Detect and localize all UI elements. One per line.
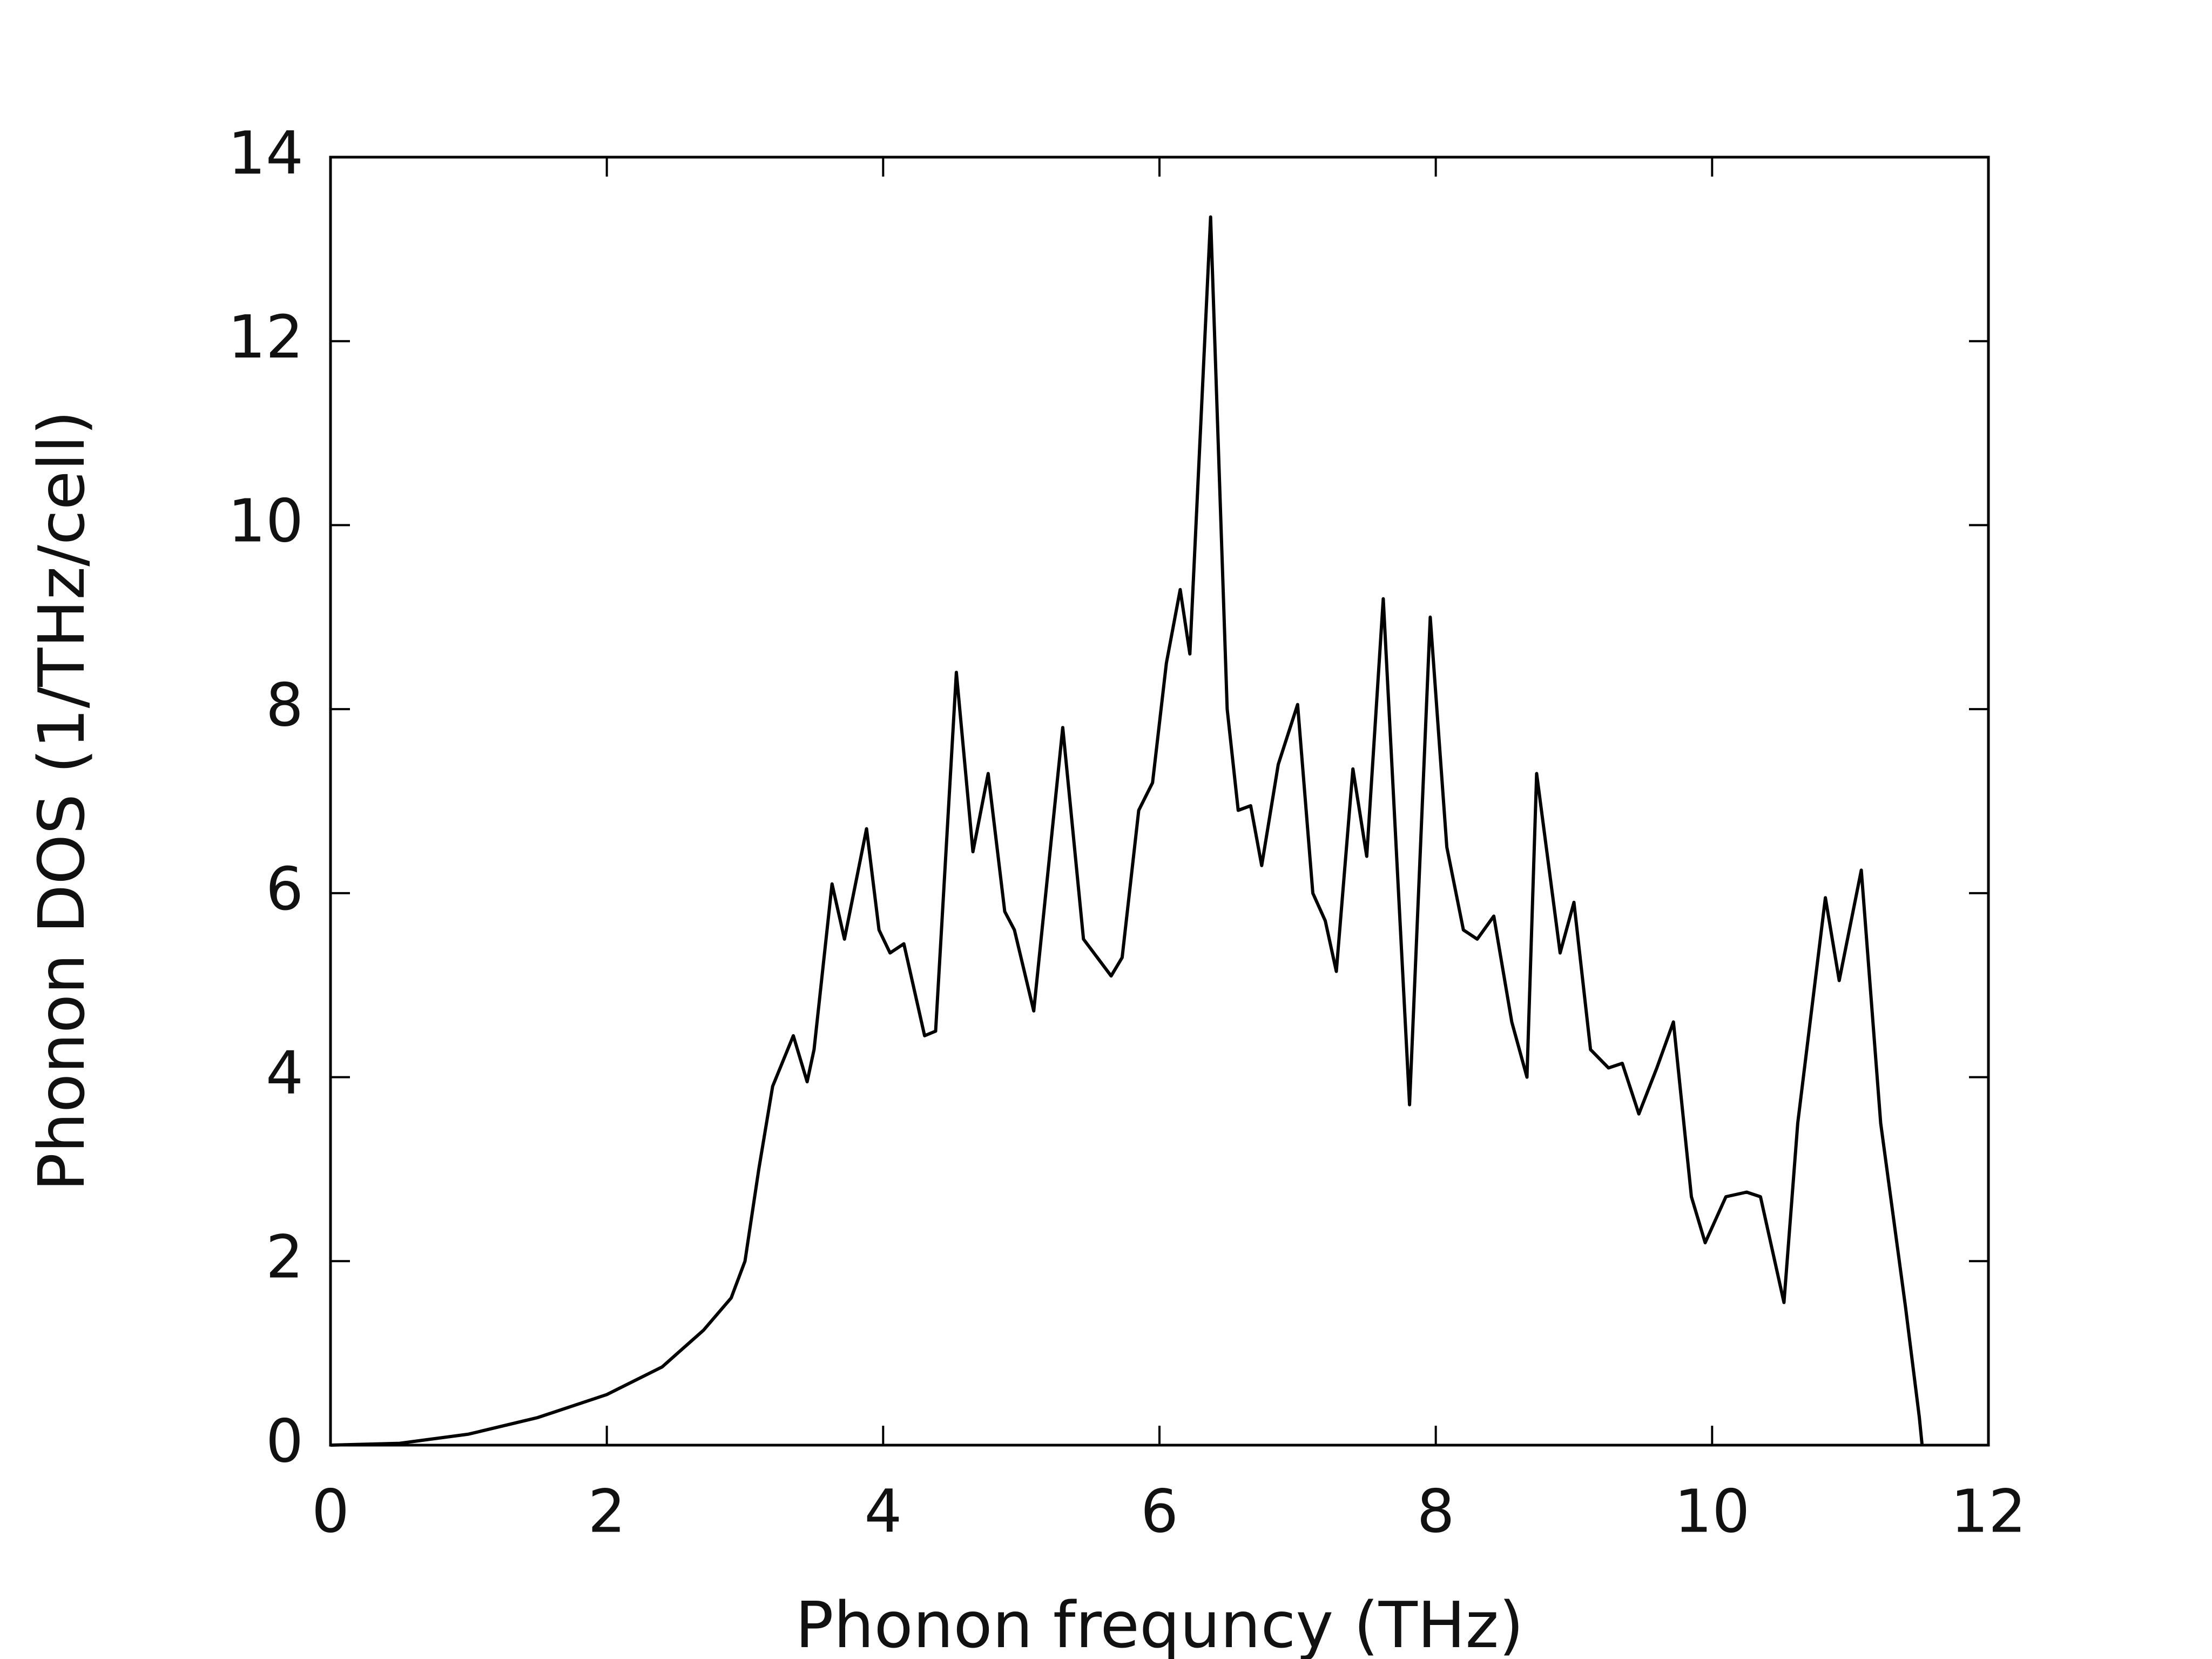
y-tick-label: 14 (228, 118, 304, 187)
x-tick-label: 4 (864, 1476, 902, 1546)
y-tick-label: 12 (228, 302, 304, 372)
y-axis-label: Phonon DOS (1/THz/cell) (24, 410, 99, 1191)
x-tick-label: 10 (1674, 1476, 1750, 1546)
x-axis-label: Phonon frequncy (THz) (795, 1588, 1524, 1659)
x-tick-label: 12 (1951, 1476, 2026, 1546)
y-tick-label: 6 (266, 854, 304, 923)
x-tick-label: 6 (1141, 1476, 1178, 1546)
y-tick-label: 10 (228, 487, 304, 556)
y-tick-label: 8 (266, 670, 304, 739)
x-tick-label: 0 (312, 1476, 349, 1546)
x-tick-label: 8 (1417, 1476, 1455, 1546)
dos-line (330, 215, 1924, 1447)
plot-frame (329, 156, 1990, 1447)
y-tick-label: 2 (266, 1223, 304, 1292)
y-tick-label: 4 (266, 1038, 304, 1108)
y-tick-label: 0 (266, 1406, 304, 1475)
x-tick-label: 2 (588, 1476, 626, 1546)
